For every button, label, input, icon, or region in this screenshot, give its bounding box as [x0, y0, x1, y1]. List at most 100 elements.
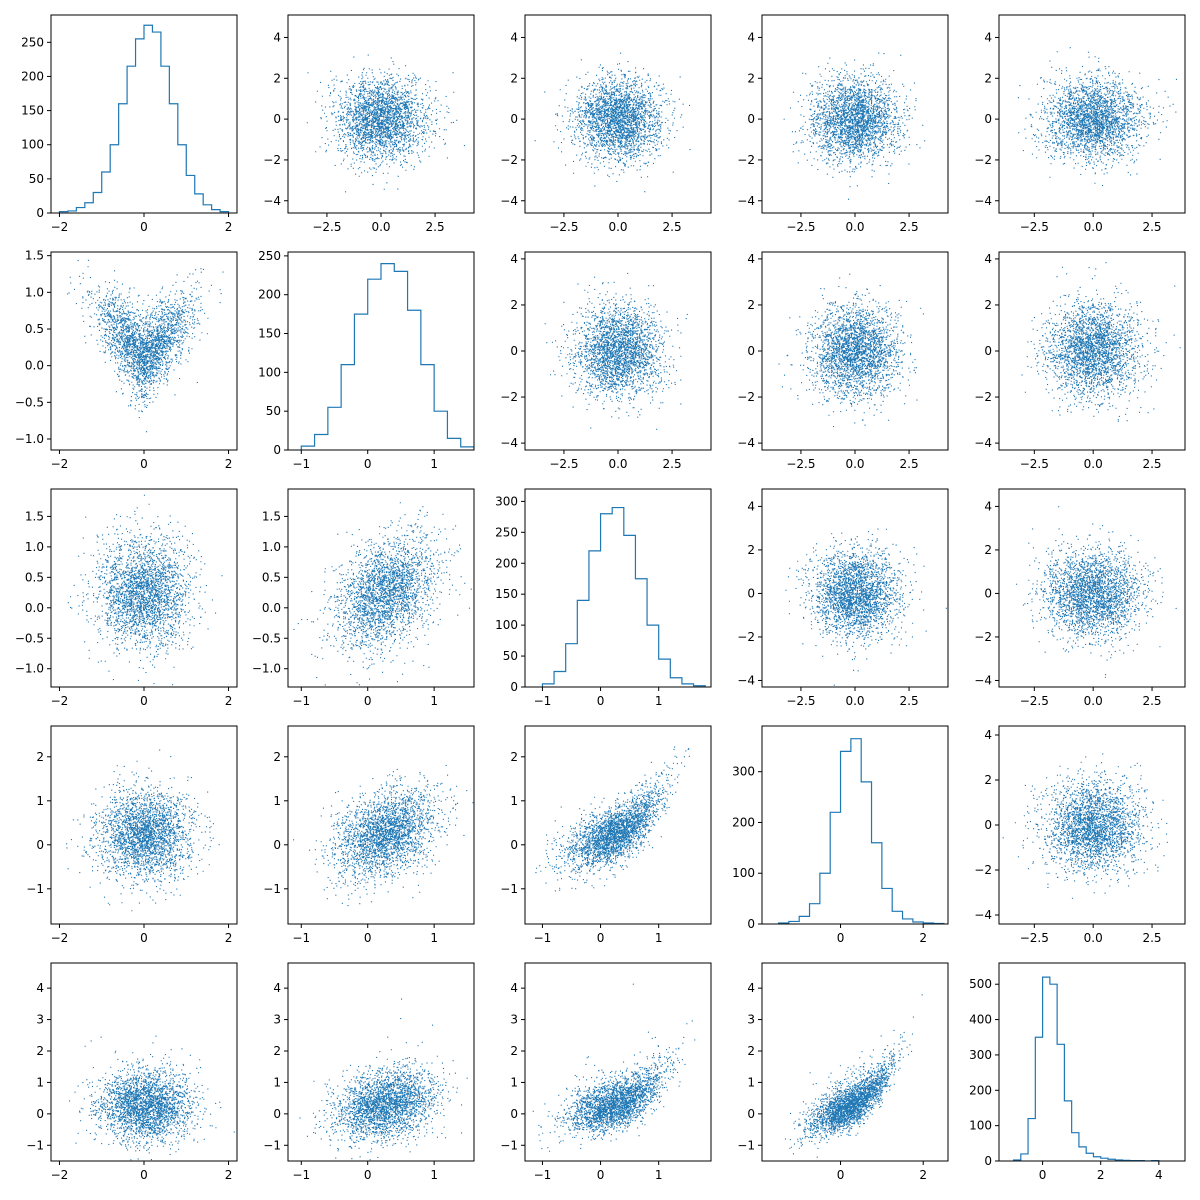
y-tick-label: −1 [26, 882, 44, 896]
y-tick-label: 2 [273, 71, 281, 85]
x-tick-label: 0 [1039, 1168, 1047, 1182]
y-tick-label: 2 [273, 750, 281, 764]
x-tick-label: 0 [364, 931, 372, 945]
x-tick-label: −1 [292, 694, 310, 708]
y-tick-label: 2 [36, 750, 44, 764]
x-tick-label: 2.5 [900, 220, 919, 234]
x-tick-label: −2 [51, 1168, 69, 1182]
y-tick-label: −4 [737, 673, 755, 687]
x-tick-label: 2.5 [900, 694, 919, 708]
y-tick-label: 0 [747, 586, 755, 600]
plot-area [67, 259, 224, 433]
x-tick-label: −1 [534, 931, 552, 945]
plot-area [1021, 262, 1181, 422]
x-tick-label: −2.5 [786, 457, 815, 471]
plot-area [541, 506, 706, 687]
y-tick-label: 1.0 [262, 540, 281, 554]
y-tick-label: 100 [732, 866, 755, 880]
x-tick-label: 0.0 [1084, 694, 1103, 708]
y-tick-label: 4 [984, 728, 992, 742]
y-tick-label: 3 [510, 1013, 518, 1027]
x-tick-label: 0 [597, 931, 605, 945]
x-tick-label: 2 [225, 457, 233, 471]
histogram-step-line [1012, 976, 1160, 1161]
x-tick-label: 2.5 [1142, 220, 1161, 234]
plot-area [66, 749, 220, 912]
y-tick-label: 2 [984, 71, 992, 85]
y-tick-label: 0.5 [262, 570, 281, 584]
scatter-points [544, 272, 688, 430]
scatter-points [66, 749, 220, 912]
plot-area [58, 24, 230, 213]
x-tick-label: 0 [837, 1168, 845, 1182]
axes-frame [761, 962, 949, 1162]
plot-area [544, 272, 688, 430]
x-tick-label: −1 [292, 457, 310, 471]
y-tick-label: 2 [747, 298, 755, 312]
x-tick-label: −2.5 [549, 457, 578, 471]
x-tick-label: 1 [430, 694, 438, 708]
x-tick-label: −2 [51, 694, 69, 708]
axes-frame [761, 725, 949, 925]
y-tick-label: 0 [984, 818, 992, 832]
y-tick-label: −2 [500, 153, 518, 167]
y-tick-label: 4 [984, 30, 992, 44]
y-tick-label: −0.5 [15, 631, 44, 645]
y-tick-label: 2 [984, 773, 992, 787]
y-tick-label: −2 [737, 153, 755, 167]
y-tick-label: 0 [747, 344, 755, 358]
x-tick-label: 0 [364, 457, 372, 471]
subplot-r3-c1: −1 0 1 −1 0 1 2 [263, 725, 475, 945]
plot-area [299, 998, 468, 1161]
scatter-points [1017, 47, 1177, 187]
y-tick-label: 1 [36, 1075, 44, 1089]
plot-area [783, 52, 926, 200]
x-tick-label: 0 [364, 1168, 372, 1182]
y-tick-label: 0 [273, 838, 281, 852]
axes-frame [998, 488, 1186, 688]
subplot-r4-c4: 0 2 4 0 100 200 300 400 500 [969, 962, 1186, 1182]
x-tick-label: 2.5 [663, 220, 682, 234]
x-tick-label: 0.0 [845, 220, 864, 234]
subplot-r0-c2: −2.5 0.0 2.5 −4 −2 0 2 4 [500, 14, 712, 234]
y-tick-label: 0 [747, 1107, 755, 1121]
y-tick-label: 2 [510, 1044, 518, 1058]
y-tick-label: 0 [510, 1107, 518, 1121]
x-tick-label: 0.0 [845, 694, 864, 708]
plot-area [1002, 753, 1168, 899]
y-tick-label: −1 [26, 1138, 44, 1152]
scatter-points [299, 998, 468, 1161]
y-tick-label: 4 [510, 30, 518, 44]
subplot-r1-c2: −2.5 0.0 2.5 −4 −2 0 2 4 [500, 251, 712, 471]
y-tick-label: 1 [273, 1075, 281, 1089]
axes-frame [524, 962, 712, 1162]
plot-area [762, 994, 923, 1158]
y-tick-label: 0 [984, 344, 992, 358]
y-tick-label: 0 [984, 112, 992, 126]
x-tick-label: 2.5 [1142, 694, 1161, 708]
x-tick-label: 1 [655, 1168, 663, 1182]
scatter-points [783, 52, 926, 200]
y-tick-label: −2 [263, 153, 281, 167]
x-tick-label: 0 [140, 931, 148, 945]
subplot-r0-c0: −2 0 2 0 50 100 150 200 250 [21, 14, 238, 234]
y-tick-label: 400 [969, 1013, 992, 1027]
y-tick-label: 50 [29, 172, 44, 186]
y-tick-label: 250 [21, 35, 44, 49]
subplot-r0-c3: −2.5 0.0 2.5 −4 −2 0 2 4 [737, 14, 949, 234]
y-tick-label: 0 [747, 917, 755, 931]
y-tick-label: 4 [747, 252, 755, 266]
y-tick-label: −1.0 [252, 662, 281, 676]
x-tick-label: 0 [140, 220, 148, 234]
x-tick-label: 2 [225, 694, 233, 708]
y-tick-label: −4 [974, 673, 992, 687]
y-tick-label: 0 [273, 112, 281, 126]
x-tick-label: 2.5 [1142, 457, 1161, 471]
y-tick-label: 2 [747, 71, 755, 85]
y-tick-label: 2 [510, 298, 518, 312]
subplot-r2-c4: −2.5 0.0 2.5 −4 −2 0 2 4 [974, 488, 1186, 708]
y-tick-label: 0.0 [25, 359, 44, 373]
x-tick-label: 1 [655, 694, 663, 708]
axes-frame [50, 962, 238, 1162]
y-tick-label: −1 [500, 882, 518, 896]
